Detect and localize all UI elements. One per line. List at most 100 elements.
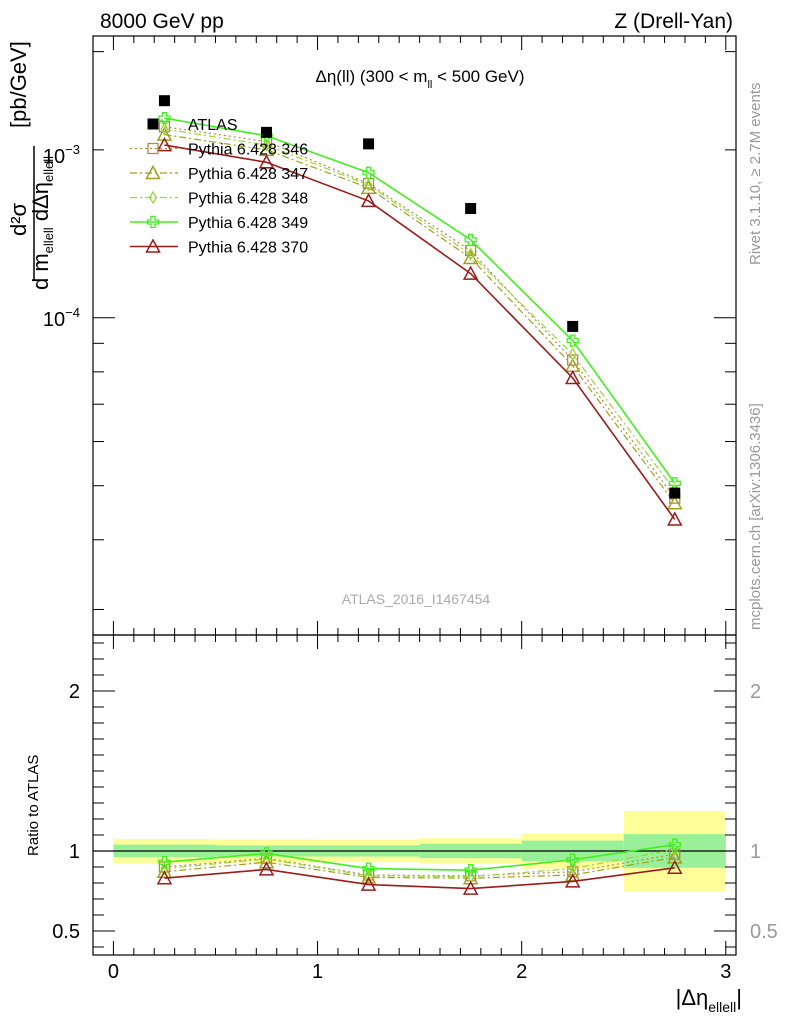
legend-label: Pythia 6.428 349 [188, 215, 308, 232]
ratio-point-pythia-6-428-349-1 [260, 847, 273, 860]
ratio-point-pythia-6-428-347-5 [667, 849, 683, 864]
main-y-axis-label: d mellell dΔηellell d²σ [pb/GeV] [6, 41, 56, 290]
header-right: Z (Drell-Yan) [614, 10, 733, 33]
x-tick-label: 3 [720, 961, 731, 983]
point-pythia-6-428-370-5 [667, 511, 683, 526]
legend-entry-pythia-6-428-349: Pythia 6.428 349 [130, 215, 308, 232]
legend-label: Pythia 6.428 346 [188, 142, 308, 159]
x-tick-label: 2 [516, 961, 527, 983]
ratio-point-pythia-6-428-347-1 [258, 854, 275, 869]
ylabel-den: d m [28, 253, 53, 290]
point-pythia-6-428-348-3 [466, 247, 475, 261]
ratio-point-pythia-6-428-349-0 [158, 856, 171, 869]
ylabel-num: d²σ [6, 202, 31, 236]
ratio-point-pythia-6-428-347-4 [564, 866, 581, 882]
rivet-side-label: Rivet 3.1.10, ≥ 2.7M events [747, 83, 764, 266]
series-line-pythia-6-428-349 [164, 117, 676, 484]
ratio-line-pythia-6-428-346 [164, 853, 675, 877]
x-tick-label: 1 [312, 961, 323, 983]
point-pythia-6-428-349-3 [464, 233, 477, 246]
series-atlas [158, 95, 681, 499]
ratio-point-pythia-6-428-370-4 [564, 873, 581, 888]
ratio-y-axis-label: Ratio to ATLAS [25, 755, 42, 856]
point-atlas-4 [567, 320, 579, 332]
ratio-point-pythia-6-428-370-5 [667, 859, 683, 875]
main-y-tick-label: 10−3 [43, 142, 80, 168]
ratio-bands [93, 811, 736, 891]
point-pythia-6-428-370-3 [462, 265, 479, 280]
mcplots-side-label: mcplots.cern.ch [arXiv:1306.3436] [747, 403, 764, 630]
main-marks [156, 95, 683, 526]
main-ticks: 10−4 10−3 [43, 36, 736, 635]
point-pythia-6-428-348-1 [262, 138, 271, 152]
legend-label: ATLAS [188, 117, 238, 134]
ratio-y-tick-label-right: 2 [750, 681, 761, 703]
ratio-series-pythia-6-428-349 [158, 838, 681, 877]
main-y-tick-label: 10−4 [43, 305, 80, 331]
ratio-line-pythia-6-428-349 [164, 843, 675, 872]
ratio-point-pythia-6-428-349-5 [668, 838, 681, 851]
series-line-pythia-6-428-346 [164, 126, 676, 499]
ratio-point-pythia-6-428-349-4 [566, 853, 579, 866]
ratio-point-pythia-6-428-349-3 [464, 864, 477, 877]
legend-entry-pythia-6-428-370: Pythia 6.428 370 [130, 238, 308, 257]
series-line-pythia-6-428-347 [164, 134, 676, 504]
point-pythia-6-428-349-2 [362, 166, 375, 179]
legend-label: Pythia 6.428 370 [188, 240, 308, 257]
legend-entry-atlas: ATLAS [147, 117, 238, 134]
point-atlas-3 [465, 203, 477, 215]
main-panel: 10−4 10−3 ATLAS_2016_I1467454 Δη(ll) (300… [43, 35, 737, 636]
ratio-line-pythia-6-428-348 [164, 848, 675, 878]
header-left: 8000 GeV pp [100, 10, 224, 33]
legend-entry-pythia-6-428-346: Pythia 6.428 346 [130, 142, 308, 159]
ratio-y-tick-label-right: 0.5 [750, 921, 778, 943]
series-pythia-6-428-370 [156, 136, 683, 526]
legend-marker [147, 142, 159, 155]
point-atlas-1 [261, 126, 273, 138]
point-pythia-6-428-349-0 [158, 111, 171, 125]
series-line-pythia-6-428-370 [164, 144, 676, 520]
legend-marker [145, 164, 161, 180]
ylabel-unit: [pb/GeV] [6, 41, 31, 128]
ratio-point-pythia-6-428-370-0 [156, 870, 173, 885]
legend-marker [145, 238, 161, 253]
legend: ATLAS Pythia 6.428 346 Pythia 6.428 347 Pyt… [130, 117, 308, 257]
point-pythia-6-428-348-2 [364, 178, 373, 192]
point-pythia-6-428-349-4 [566, 334, 579, 347]
point-atlas-2 [363, 138, 375, 150]
point-pythia-6-428-370-0 [156, 136, 173, 152]
point-pythia-6-428-348-0 [160, 122, 169, 136]
ratio-y-tick-label: 2 [69, 681, 80, 703]
point-pythia-6-428-370-4 [564, 369, 581, 385]
ratio-point-pythia-6-428-346-5 [669, 848, 681, 860]
ratio-panel: 0 1 2 3 0.5 0.5 1 1 2 2 [52, 634, 778, 983]
ratio-point-pythia-6-428-370-2 [360, 876, 377, 891]
point-atlas-0 [158, 95, 170, 107]
ratio-marks [156, 838, 683, 895]
legend-entry-pythia-6-428-347: Pythia 6.428 347 [130, 164, 308, 183]
svg-text:d mellell dΔηellell: d mellell dΔηellell [28, 156, 56, 290]
ratio-point-pythia-6-428-370-1 [258, 861, 275, 876]
ratio-frame [92, 634, 737, 956]
legend-label: Pythia 6.428 348 [188, 191, 308, 208]
ratio-point-pythia-6-428-370-3 [462, 880, 479, 895]
x-axis-label: |Δηellell| [676, 985, 742, 1015]
point-atlas-5 [669, 487, 681, 499]
ratio-y-tick-label-right: 1 [750, 841, 761, 863]
ratio-point-pythia-6-428-349-2 [362, 862, 375, 875]
ratio-y-tick-label: 1 [69, 841, 80, 863]
x-tick-label: 0 [108, 961, 119, 983]
ratio-series-pythia-6-428-370 [156, 859, 683, 895]
point-pythia-6-428-348-4 [568, 347, 577, 362]
ratio-point-pythia-6-428-347-0 [156, 863, 173, 879]
legend-marker [146, 215, 160, 229]
ratio-ticks: 0 1 2 3 0.5 0.5 1 1 2 2 [52, 635, 778, 983]
point-pythia-6-428-347-5 [667, 495, 683, 510]
point-pythia-6-428-346-0 [158, 121, 171, 133]
watermark: ATLAS_2016_I1467454 [342, 591, 491, 607]
legend-marker [148, 190, 158, 205]
legend-entry-pythia-6-428-348: Pythia 6.428 348 [130, 191, 308, 208]
series-pythia-6-428-347 [156, 126, 683, 510]
ratio-y-tick-label: 0.5 [52, 921, 80, 943]
